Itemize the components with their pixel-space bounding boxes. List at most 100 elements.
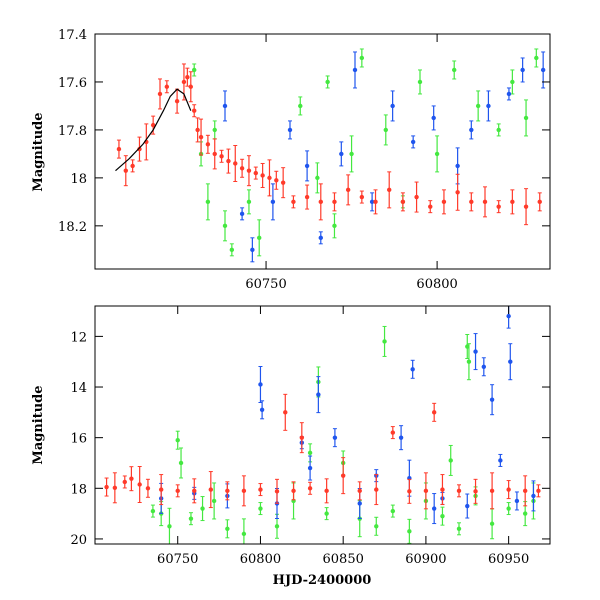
data-point-green	[324, 507, 329, 521]
data-point-red	[258, 483, 263, 497]
data-point-green	[359, 48, 365, 68]
data-point-blue	[304, 150, 310, 182]
bottom-panel: 60750 60800 60850 60900 60950 12 14 16 18 20 Magn…	[31, 305, 551, 588]
data-point-green	[440, 506, 445, 526]
data-point-red	[122, 475, 127, 489]
data-point-green	[225, 519, 230, 539]
data-point-blue	[506, 87, 512, 101]
x-tick-label: 60850	[323, 552, 364, 567]
data-point-red	[441, 189, 447, 215]
x-tick-label: 60750	[245, 277, 286, 292]
data-point-green	[456, 522, 462, 536]
y-tick-label: 18	[70, 482, 87, 497]
data-point-red	[283, 393, 288, 431]
data-point-blue	[514, 491, 520, 511]
top-data-layer	[115, 48, 546, 263]
data-point-red	[274, 170, 279, 190]
data-point-red	[198, 118, 204, 156]
data-point-blue	[332, 428, 338, 448]
series-blue	[158, 306, 536, 525]
data-point-red	[291, 481, 296, 501]
data-point-red	[175, 484, 180, 498]
data-point-red	[414, 181, 419, 213]
top-panel: 60750 60800 17.4 17.6 17.8 18 18.2 Magnitude	[31, 28, 551, 292]
y-tick-label: 17.4	[58, 28, 87, 43]
y-tick-label: 20	[70, 533, 87, 548]
y-tick-label: 18.2	[58, 220, 87, 235]
data-point-red	[137, 136, 142, 162]
data-point-red	[359, 190, 365, 204]
data-point-green	[434, 135, 440, 173]
data-point-red	[260, 162, 265, 188]
data-point-red	[506, 480, 511, 500]
data-point-red	[374, 474, 379, 506]
data-point-green	[417, 69, 423, 95]
data-point-blue	[410, 359, 415, 379]
data-point-red	[150, 115, 156, 135]
data-point-green	[407, 518, 412, 544]
data-point-green	[325, 75, 330, 89]
data-point-green	[205, 183, 211, 221]
data-point-green	[383, 114, 388, 146]
data-point-red	[145, 478, 151, 498]
data-point-red	[407, 478, 412, 504]
data-point-red	[390, 426, 396, 440]
data-point-red	[345, 174, 351, 206]
top-plot-frame	[94, 33, 551, 270]
data-point-green	[489, 508, 495, 540]
data-point-red	[219, 149, 224, 163]
data-point-red	[318, 183, 323, 221]
data-point-red	[104, 477, 109, 497]
data-point-green	[212, 120, 217, 140]
data-point-green	[349, 135, 354, 173]
data-point-green	[390, 504, 396, 518]
data-point-green	[332, 213, 337, 239]
bottom-y-axis-label: Magnitude	[31, 385, 46, 464]
data-point-red	[192, 104, 197, 118]
data-point-blue	[410, 135, 416, 149]
data-point-blue	[398, 425, 404, 451]
y-tick-label: 17.8	[58, 124, 87, 139]
data-point-red	[299, 422, 305, 454]
data-point-green	[257, 219, 262, 257]
series-red	[104, 393, 541, 510]
x-tick-label: 60800	[416, 277, 457, 292]
data-point-red	[267, 159, 272, 197]
data-point-blue	[307, 455, 313, 481]
data-point-blue	[473, 333, 478, 371]
data-point-green	[150, 504, 156, 518]
data-point-green	[475, 90, 481, 122]
data-point-green	[496, 123, 501, 137]
data-point-green	[298, 96, 303, 116]
data-point-red	[340, 457, 346, 495]
data-point-blue	[508, 343, 513, 381]
data-point-red	[400, 192, 406, 212]
bottom-x-axis-label: HJD-2400000	[273, 573, 372, 588]
series-blue	[222, 51, 546, 263]
data-point-red	[423, 472, 429, 510]
x-tick-label: 60750	[157, 552, 198, 567]
data-point-blue	[431, 105, 436, 131]
data-point-red	[253, 166, 258, 180]
data-point-red	[473, 478, 478, 504]
y-tick-label: 16	[70, 432, 87, 447]
y-tick-label: 14	[70, 381, 87, 396]
data-point-blue	[498, 453, 503, 467]
data-point-red	[456, 484, 462, 498]
data-point-blue	[250, 237, 255, 263]
x-tick-label: 60950	[488, 552, 529, 567]
data-point-blue	[318, 231, 323, 245]
data-point-red	[246, 155, 252, 187]
data-point-red	[208, 471, 214, 509]
data-point-blue	[258, 365, 263, 403]
y-tick-label: 17.6	[58, 76, 87, 91]
data-point-green	[382, 325, 387, 357]
data-point-green	[178, 447, 184, 479]
data-point-red	[523, 188, 529, 226]
series-green	[150, 325, 536, 544]
data-point-red	[496, 200, 501, 214]
data-point-green	[192, 63, 197, 77]
bottom-ticks: 60750 60800 60850 60900 60950 12 14 16 18 20	[70, 306, 550, 567]
x-tick-label: 60800	[240, 552, 281, 567]
data-point-blue	[222, 90, 228, 122]
